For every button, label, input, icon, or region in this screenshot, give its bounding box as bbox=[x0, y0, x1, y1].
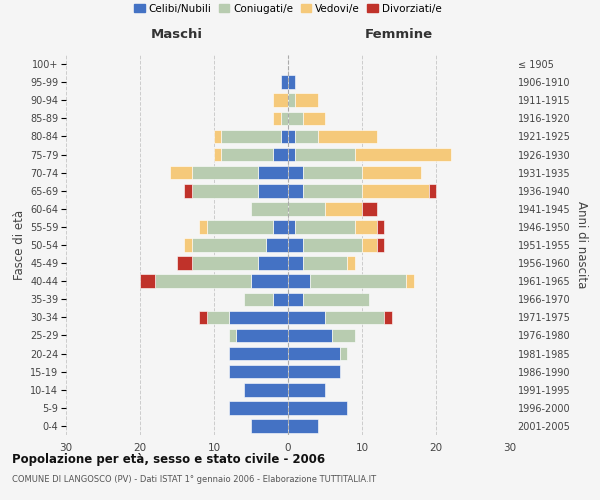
Bar bbox=[229, 328, 236, 342]
Bar bbox=[288, 328, 332, 342]
Bar bbox=[229, 347, 288, 360]
Bar bbox=[199, 220, 206, 234]
Bar bbox=[192, 184, 259, 198]
Bar bbox=[140, 274, 155, 288]
Bar bbox=[288, 365, 340, 378]
Bar bbox=[259, 184, 288, 198]
Bar bbox=[273, 148, 288, 162]
Bar bbox=[199, 310, 206, 324]
Bar bbox=[244, 383, 288, 396]
Bar bbox=[340, 347, 347, 360]
Bar bbox=[251, 419, 288, 432]
Bar bbox=[303, 112, 325, 125]
Y-axis label: Fasce di età: Fasce di età bbox=[13, 210, 26, 280]
Bar bbox=[206, 220, 273, 234]
Bar bbox=[221, 148, 273, 162]
Bar bbox=[229, 310, 288, 324]
Bar bbox=[288, 148, 295, 162]
Bar bbox=[236, 328, 288, 342]
Bar bbox=[362, 238, 377, 252]
Bar bbox=[214, 130, 221, 143]
Bar bbox=[303, 238, 362, 252]
Bar bbox=[303, 166, 362, 179]
Bar bbox=[288, 256, 303, 270]
Bar bbox=[362, 184, 428, 198]
Bar bbox=[266, 238, 288, 252]
Bar bbox=[288, 310, 325, 324]
Bar bbox=[273, 94, 288, 107]
Bar bbox=[384, 310, 392, 324]
Bar bbox=[251, 274, 288, 288]
Bar bbox=[288, 130, 295, 143]
Bar bbox=[221, 130, 281, 143]
Bar bbox=[273, 292, 288, 306]
Text: Popolazione per età, sesso e stato civile - 2006: Popolazione per età, sesso e stato civil… bbox=[12, 452, 325, 466]
Bar bbox=[355, 220, 377, 234]
Bar bbox=[192, 256, 259, 270]
Bar bbox=[259, 256, 288, 270]
Bar bbox=[288, 238, 303, 252]
Bar bbox=[428, 184, 436, 198]
Bar bbox=[406, 274, 414, 288]
Bar bbox=[229, 401, 288, 414]
Bar bbox=[273, 220, 288, 234]
Bar bbox=[362, 166, 421, 179]
Bar bbox=[288, 202, 325, 215]
Bar bbox=[273, 112, 281, 125]
Bar bbox=[244, 292, 273, 306]
Bar bbox=[288, 166, 303, 179]
Bar bbox=[317, 130, 377, 143]
Bar bbox=[170, 166, 192, 179]
Bar bbox=[303, 256, 347, 270]
Bar bbox=[355, 148, 451, 162]
Bar bbox=[288, 220, 295, 234]
Text: Femmine: Femmine bbox=[365, 28, 433, 40]
Bar bbox=[177, 256, 192, 270]
Bar bbox=[295, 220, 355, 234]
Text: COMUNE DI LANGOSCO (PV) - Dati ISTAT 1° gennaio 2006 - Elaborazione TUTTITALIA.I: COMUNE DI LANGOSCO (PV) - Dati ISTAT 1° … bbox=[12, 475, 376, 484]
Bar bbox=[295, 94, 317, 107]
Bar bbox=[214, 148, 221, 162]
Bar bbox=[288, 383, 325, 396]
Bar bbox=[288, 401, 347, 414]
Bar bbox=[288, 184, 303, 198]
Bar bbox=[288, 76, 295, 89]
Bar bbox=[192, 166, 259, 179]
Bar bbox=[281, 112, 288, 125]
Bar bbox=[281, 76, 288, 89]
Bar bbox=[259, 166, 288, 179]
Bar bbox=[155, 274, 251, 288]
Bar bbox=[303, 292, 370, 306]
Legend: Celibi/Nubili, Coniugati/e, Vedovi/e, Divorziati/e: Celibi/Nubili, Coniugati/e, Vedovi/e, Di… bbox=[130, 0, 446, 18]
Bar bbox=[184, 184, 192, 198]
Bar bbox=[288, 112, 303, 125]
Bar bbox=[347, 256, 355, 270]
Bar bbox=[251, 202, 288, 215]
Bar bbox=[303, 184, 362, 198]
Bar bbox=[288, 94, 295, 107]
Bar bbox=[229, 365, 288, 378]
Bar bbox=[288, 274, 310, 288]
Bar bbox=[295, 148, 355, 162]
Bar bbox=[377, 220, 384, 234]
Bar bbox=[288, 347, 340, 360]
Bar bbox=[332, 328, 355, 342]
Bar bbox=[281, 130, 288, 143]
Bar bbox=[206, 310, 229, 324]
Bar bbox=[288, 419, 317, 432]
Text: Maschi: Maschi bbox=[151, 28, 203, 40]
Bar bbox=[310, 274, 406, 288]
Bar bbox=[362, 202, 377, 215]
Bar bbox=[325, 202, 362, 215]
Y-axis label: Anni di nascita: Anni di nascita bbox=[575, 202, 587, 288]
Bar bbox=[184, 238, 192, 252]
Bar bbox=[295, 130, 317, 143]
Bar bbox=[377, 238, 384, 252]
Bar bbox=[325, 310, 384, 324]
Bar bbox=[192, 238, 266, 252]
Bar bbox=[288, 292, 303, 306]
